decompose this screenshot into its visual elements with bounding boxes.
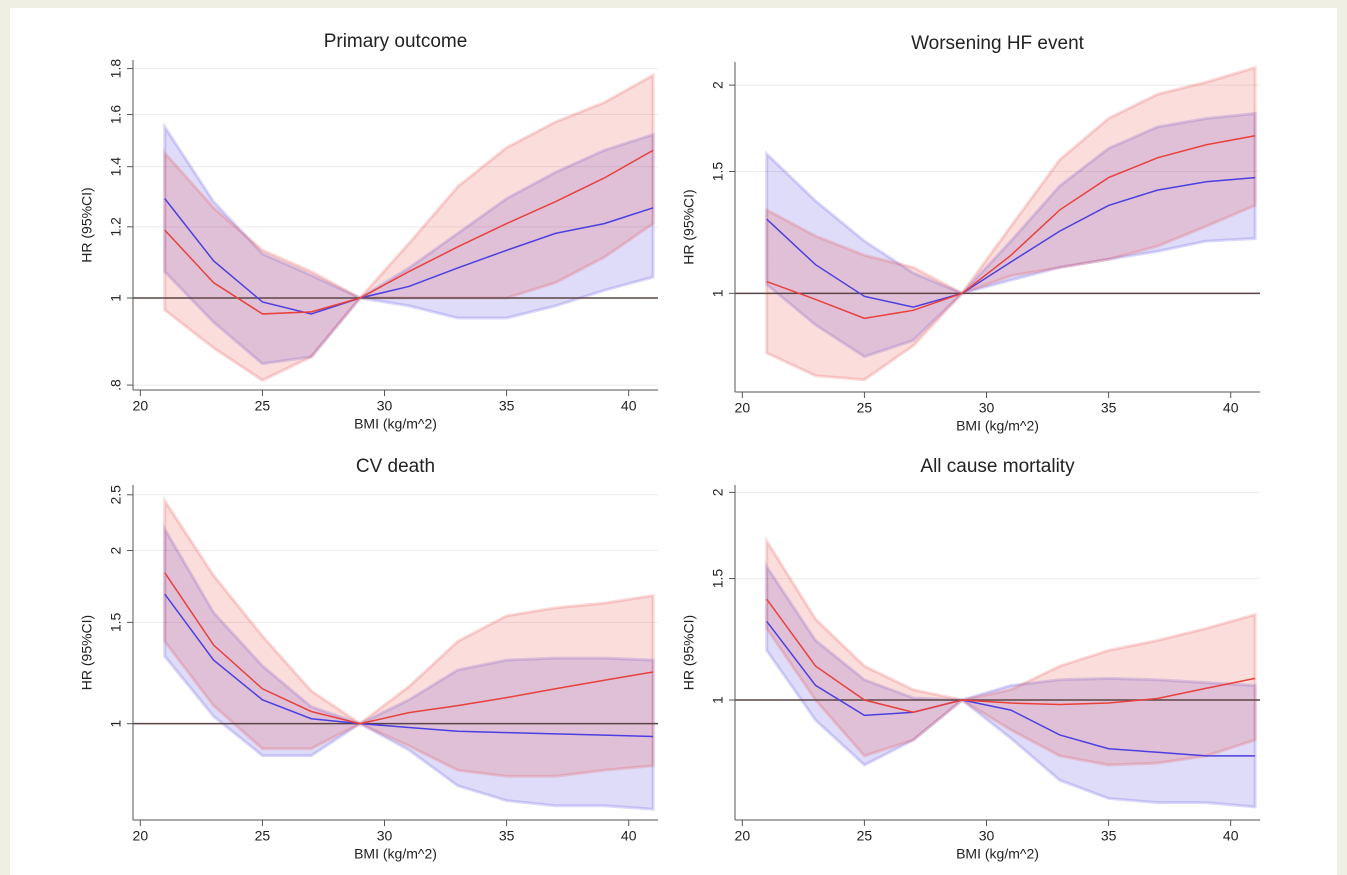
hr-line — [164, 149, 654, 315]
y-tick-label: 1.4 — [108, 157, 124, 177]
x-axis-label: BMI (kg/m^2) — [354, 416, 437, 432]
y-tick-label: 2 — [108, 546, 124, 554]
x-tick-label: 20 — [735, 828, 751, 844]
y-tick-label: 1.5 — [710, 162, 726, 182]
y-tick-label: 1 — [710, 696, 726, 704]
y-tick-label: 1.5 — [108, 612, 124, 632]
x-tick-label: 25 — [255, 398, 271, 414]
ci-band — [163, 523, 655, 811]
x-tick-label: 30 — [979, 828, 995, 844]
panel-title: CV death — [356, 456, 435, 477]
x-tick-label: 35 — [1101, 828, 1117, 844]
ci-band — [163, 121, 655, 366]
y-tick-label: 1.5 — [710, 569, 726, 589]
hr-line — [164, 572, 654, 725]
y-axis-label: HR (95%CI) — [79, 615, 95, 690]
y-tick-label: 1.2 — [108, 217, 124, 237]
y-axis-label: HR (95%CI) — [79, 187, 95, 262]
y-axis-label: HR (95%CI) — [681, 189, 697, 264]
y-tick-label: 2 — [710, 81, 726, 89]
panel-title: All cause mortality — [920, 456, 1075, 477]
hr-line — [766, 176, 1256, 308]
x-tick-label: 30 — [377, 828, 393, 844]
y-tick-label: 1.8 — [108, 59, 124, 79]
ci-band — [765, 535, 1257, 767]
panel-title: Primary outcome — [324, 31, 468, 52]
y-tick-label: 1.6 — [108, 105, 124, 125]
y-tick-label: 1 — [710, 289, 726, 297]
ci-band — [765, 111, 1257, 359]
hr-line — [164, 198, 654, 315]
x-tick-label: 40 — [1223, 828, 1239, 844]
hr-line — [766, 134, 1256, 320]
y-axis-label: HR (95%CI) — [681, 615, 697, 690]
x-tick-label: 25 — [857, 828, 873, 844]
x-tick-label: 40 — [621, 398, 637, 414]
x-tick-label: 35 — [499, 398, 515, 414]
x-tick-label: 25 — [255, 828, 271, 844]
hr-line — [766, 598, 1256, 714]
x-tick-label: 20 — [133, 828, 149, 844]
y-tick-label: .8 — [108, 379, 124, 391]
x-tick-label: 40 — [1223, 400, 1239, 416]
x-tick-label: 35 — [499, 828, 515, 844]
card — [10, 8, 1337, 875]
x-tick-label: 20 — [133, 398, 149, 414]
hr-line — [766, 620, 1256, 757]
x-axis-label: BMI (kg/m^2) — [956, 846, 1039, 862]
y-tick-label: 2.5 — [108, 485, 124, 505]
ci-band — [163, 495, 655, 778]
x-tick-label: 30 — [377, 398, 393, 414]
ci-band — [163, 72, 655, 382]
panel-title: Worsening HF event — [911, 33, 1085, 54]
y-tick-label: 1 — [108, 294, 124, 302]
x-axis-label: BMI (kg/m^2) — [956, 418, 1039, 434]
x-tick-label: 20 — [735, 400, 751, 416]
y-tick-label: 2 — [710, 488, 726, 496]
x-tick-label: 40 — [621, 828, 637, 844]
x-tick-label: 30 — [979, 400, 995, 416]
x-axis-label: BMI (kg/m^2) — [354, 846, 437, 862]
y-tick-label: 1 — [108, 720, 124, 728]
x-tick-label: 25 — [857, 400, 873, 416]
x-tick-label: 35 — [1101, 400, 1117, 416]
hr-line — [164, 593, 654, 738]
